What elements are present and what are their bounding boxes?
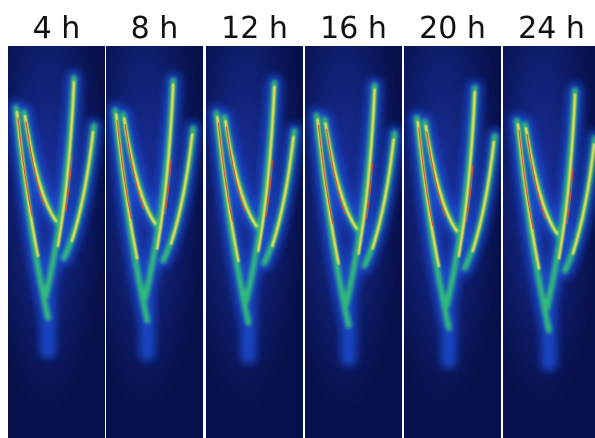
heatmap-panel	[106, 46, 203, 438]
heatmap-panel	[206, 46, 303, 438]
heatmap-panel	[404, 46, 501, 438]
panel-label: 8 h	[131, 11, 179, 46]
panel-label: 16 h	[320, 11, 387, 46]
heatmap-panel	[503, 46, 595, 438]
panel-label: 4 h	[33, 11, 81, 46]
panel-label: 24 h	[518, 11, 585, 46]
panel-label: 20 h	[419, 11, 486, 46]
panel-label: 12 h	[221, 11, 288, 46]
heatmap-panel	[305, 46, 402, 438]
heatmap-panel	[8, 46, 105, 438]
